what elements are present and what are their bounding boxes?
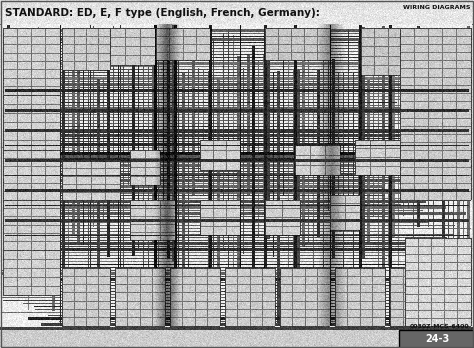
Bar (399, 330, 474, 348)
Text: 24-3: 24-3 (425, 334, 449, 344)
Text: 0030Z-MCS-6400: 0030Z-MCS-6400 (410, 324, 469, 329)
Text: STANDARD: ED, E, F type (English, French, Germany):: STANDARD: ED, E, F type (English, French… (5, 8, 320, 18)
Text: WIRING DIAGRAMS: WIRING DIAGRAMS (403, 5, 471, 10)
